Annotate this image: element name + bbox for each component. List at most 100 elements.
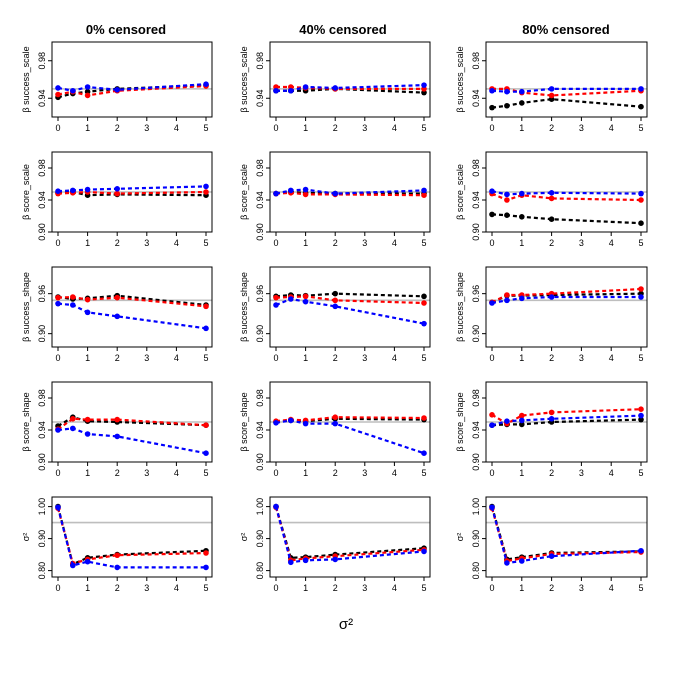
- x-tick-label: 2: [115, 353, 120, 363]
- point-blue: [70, 425, 76, 432]
- point-blue: [504, 191, 510, 198]
- point-blue: [114, 313, 120, 320]
- x-tick-label: 3: [579, 583, 584, 593]
- x-tick-label: 3: [579, 238, 584, 248]
- point-red: [489, 412, 495, 418]
- point-black: [519, 100, 525, 106]
- x-tick-label: 3: [144, 238, 149, 248]
- y-tick-label: 0.90: [37, 325, 47, 343]
- point-blue: [519, 295, 525, 302]
- y-tick-label: 0.94: [37, 89, 47, 107]
- point-red: [203, 550, 209, 556]
- x-tick-label: 1: [519, 468, 524, 478]
- point-blue: [548, 294, 555, 300]
- x-tick-label: 4: [174, 123, 179, 133]
- y-tick-label: 0.90: [471, 325, 481, 343]
- y-tick-label: 0.90: [471, 223, 481, 241]
- y-tick-label: 0.90: [255, 530, 265, 548]
- point-blue: [273, 420, 279, 426]
- x-tick-label: 4: [392, 583, 397, 593]
- y-tick-label: 0.98: [37, 389, 47, 407]
- y-tick-label: 0.90: [471, 530, 481, 548]
- series-line-blue: [56, 506, 206, 569]
- x-tick-label: 5: [421, 583, 426, 593]
- point-blue: [84, 84, 91, 90]
- point-blue: [638, 294, 644, 300]
- x-tick-label: 2: [333, 468, 338, 478]
- x-tick-label: 4: [174, 238, 179, 248]
- point-red: [84, 416, 91, 423]
- y-tick-label: 1.00: [255, 498, 265, 516]
- point-black: [548, 216, 555, 222]
- y-tick-label: 0.96: [471, 285, 481, 303]
- point-blue: [638, 86, 644, 92]
- y-tick-label: 0.94: [255, 421, 265, 439]
- x-tick-label: 0: [489, 583, 494, 593]
- panel-frame: [269, 266, 431, 348]
- point-blue: [114, 564, 120, 571]
- point-blue: [519, 88, 525, 95]
- x-tick-label: 5: [638, 468, 643, 478]
- point-blue: [288, 559, 294, 566]
- point-red: [55, 91, 61, 98]
- y-axis-label: β score_scale: [21, 164, 31, 220]
- point-blue: [421, 450, 427, 457]
- x-tick-label: 3: [144, 583, 149, 593]
- point-black: [489, 211, 495, 218]
- panel-frame: [51, 151, 213, 233]
- panel-2-0: 0 1 2 3 4 5 0.90 0.96 β success_shape: [21, 266, 213, 363]
- series-line-blue: [276, 84, 425, 92]
- series-line-blue: [275, 419, 425, 455]
- panel-frame: [51, 41, 213, 118]
- point-blue: [84, 431, 91, 437]
- point-red: [203, 189, 209, 195]
- y-axis-label: β score_scale: [239, 164, 249, 220]
- x-tick-label: 2: [115, 583, 120, 593]
- point-blue: [114, 186, 120, 192]
- panel-4-2: 0 1 2 3 4 5 0.80 0.90 1.00 σ²: [455, 496, 648, 593]
- y-tick-label: 0.98: [471, 159, 481, 177]
- point-blue: [504, 560, 510, 566]
- point-red: [332, 414, 339, 421]
- x-tick-label: 5: [638, 238, 643, 248]
- point-blue: [302, 298, 309, 305]
- point-black: [519, 421, 525, 428]
- point-red: [638, 406, 644, 413]
- y-tick-label: 0.94: [37, 421, 47, 439]
- y-tick-label: 0.90: [255, 223, 265, 241]
- y-tick-label: 0.90: [37, 530, 47, 548]
- x-tick-label: 0: [489, 238, 494, 248]
- point-blue: [332, 303, 339, 310]
- point-blue: [55, 504, 61, 511]
- y-axis-label: β success_scale: [455, 46, 465, 112]
- y-axis-label: σ²: [455, 533, 465, 542]
- point-red: [273, 294, 279, 301]
- x-tick-label: 1: [303, 123, 308, 133]
- point-blue: [203, 183, 209, 190]
- point-blue: [273, 503, 279, 510]
- x-tick-label: 1: [519, 353, 524, 363]
- y-tick-label: 0.80: [255, 562, 265, 580]
- panel-frame: [485, 496, 648, 578]
- y-tick-label: 0.98: [471, 389, 481, 407]
- x-tick-label: 2: [115, 238, 120, 248]
- point-black: [504, 212, 510, 218]
- series-line-black: [274, 506, 425, 559]
- x-tick-label: 4: [392, 238, 397, 248]
- point-blue: [203, 450, 209, 457]
- point-black: [489, 104, 495, 111]
- panel-1-0: 0 1 2 3 4 5 0.90 0.94 0.98 β score_scale: [21, 151, 213, 248]
- series-line-black: [491, 98, 642, 109]
- panel-frame: [51, 266, 213, 348]
- x-tick-label: 3: [579, 468, 584, 478]
- point-blue: [548, 416, 555, 422]
- series-line-blue: [57, 427, 207, 455]
- point-blue: [489, 504, 495, 511]
- x-tick-label: 0: [489, 353, 494, 363]
- point-blue: [332, 556, 339, 563]
- point-blue: [638, 412, 644, 419]
- point-blue: [288, 296, 294, 302]
- x-tick-label: 4: [174, 583, 179, 593]
- panel-4-0: 0 1 2 3 4 5 0.80 0.90 1.00 σ²: [21, 496, 213, 593]
- point-red: [114, 416, 120, 423]
